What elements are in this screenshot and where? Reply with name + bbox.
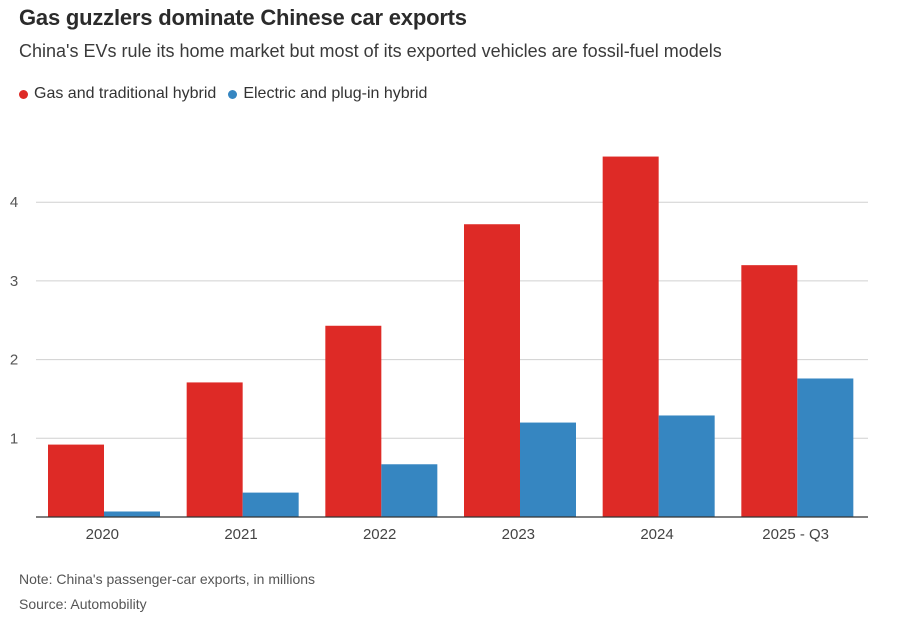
- x-tick-label-2022: 2022: [363, 526, 396, 543]
- bar-chart: 1 2 3 4 2020 2021 2022 2023 2024 2025 - Q3: [10, 156, 868, 543]
- legend-swatch-electric: [228, 89, 238, 99]
- chart-title: Gas guzzlers dominate Chinese car export…: [19, 5, 467, 30]
- x-tick-label-2020: 2020: [86, 526, 119, 543]
- legend-label-gas: Gas and traditional hybrid: [34, 85, 217, 102]
- y-tick-label-3: 3: [10, 273, 18, 290]
- x-tick-label-2024: 2024: [640, 526, 673, 543]
- chart-subtitle: China's EVs rule its home market but mos…: [19, 41, 722, 61]
- x-tick-label-2025-Q3: 2025 - Q3: [762, 526, 829, 543]
- x-tick-label-2023: 2023: [502, 526, 535, 543]
- x-tick-label-2021: 2021: [224, 526, 257, 543]
- bar-electric-2022: [381, 464, 438, 517]
- footnote: Note: China's passenger-car exports, in …: [19, 571, 316, 587]
- bar-electric-2020: [104, 511, 160, 517]
- legend-label-electric: Electric and plug-in hybrid: [243, 85, 428, 102]
- bar-gas-2025-Q3: [741, 265, 798, 517]
- legend-swatch-gas: [19, 89, 28, 99]
- bar-gas-2022: [325, 325, 382, 517]
- bar-gas-2021: [186, 382, 243, 517]
- y-tick-label-2: 2: [10, 352, 18, 369]
- y-tick-label-1: 1: [10, 430, 18, 447]
- bar-electric-2021: [242, 492, 299, 517]
- source-line: Source: Automobility: [19, 596, 147, 612]
- bar-electric-2023: [520, 422, 576, 517]
- bar-electric-2025-Q3: [797, 378, 854, 517]
- bar-gas-2020: [48, 444, 104, 517]
- legend-item-electric: Electric and plug-in hybrid: [228, 85, 427, 103]
- bar-gas-2024: [602, 156, 659, 517]
- bar-electric-2024: [658, 415, 715, 517]
- legend-item-gas: Gas and traditional hybrid: [19, 85, 216, 103]
- bar-gas-2023: [464, 224, 520, 517]
- legend: Gas and traditional hybrid Electric and …: [19, 85, 427, 103]
- y-tick-label-4: 4: [10, 194, 18, 211]
